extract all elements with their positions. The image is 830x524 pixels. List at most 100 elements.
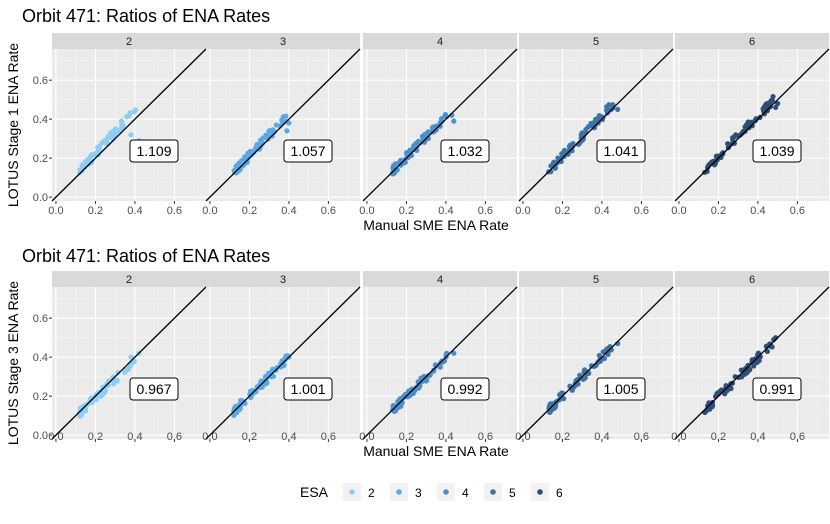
chart-title: Orbit 471: Ratios of ENA Rates — [22, 6, 270, 26]
y-tick-label: 0.6 — [33, 313, 48, 325]
data-point — [89, 152, 96, 159]
data-point — [583, 371, 589, 377]
data-point — [118, 118, 124, 124]
data-point — [263, 381, 269, 387]
data-point — [425, 129, 431, 135]
facet-strip — [363, 33, 517, 49]
data-point — [279, 117, 285, 123]
data-point — [547, 401, 553, 407]
data-point — [128, 354, 134, 360]
y-tick-label: 0.4 — [33, 352, 48, 364]
facet-strip — [52, 33, 206, 49]
x-tick-label: 0.2 — [88, 205, 103, 217]
x-tick-label: 0.0 — [359, 431, 374, 443]
data-point — [102, 387, 109, 393]
data-point — [437, 123, 443, 129]
x-tick-label: 0.4 — [438, 431, 453, 443]
data-point — [437, 364, 443, 370]
data-point — [77, 169, 83, 176]
identity-line — [205, 286, 361, 440]
identity-line — [518, 48, 674, 202]
legend-key-point — [349, 489, 355, 495]
data-point — [266, 372, 273, 378]
chart-title: Orbit 471: Ratios of ENA Rates — [22, 246, 270, 266]
legend-item-label: 6 — [556, 486, 563, 500]
data-point — [610, 102, 616, 108]
data-point — [748, 119, 754, 125]
data-point — [569, 387, 575, 393]
ratio-label: 1.032 — [447, 143, 482, 159]
x-tick-label: 0.0 — [202, 205, 217, 217]
data-point — [551, 405, 557, 412]
data-point — [273, 122, 279, 128]
data-point — [775, 100, 781, 107]
identity-line — [362, 286, 518, 440]
ratio-label-box — [752, 377, 802, 401]
x-tick-label: 0.4 — [750, 205, 765, 217]
identity-line — [518, 286, 674, 440]
ratio-label-box — [283, 139, 333, 163]
x-tick-label: 0.0 — [515, 205, 530, 217]
facet-strip-label: 5 — [593, 36, 599, 48]
data-point — [131, 358, 137, 364]
x-axis-label: Manual SME ENA Rate — [363, 217, 509, 233]
data-point — [732, 133, 738, 139]
ratio-label: 0.992 — [447, 381, 482, 397]
data-point — [94, 149, 100, 156]
ratio-label: 1.005 — [603, 381, 638, 397]
facet-strip — [52, 271, 206, 287]
facet-strip-label: 6 — [749, 274, 755, 286]
legend-key-point — [443, 489, 449, 495]
data-point — [451, 118, 457, 124]
data-point — [391, 169, 397, 175]
x-tick-label: 0.6 — [478, 431, 493, 443]
x-tick-label: 0.6 — [634, 431, 649, 443]
facet-strip-label: 4 — [437, 274, 443, 286]
data-point — [254, 384, 260, 390]
x-tick-label: 0.4 — [438, 205, 453, 217]
data-point — [422, 135, 429, 141]
facet-strip-label: 4 — [437, 36, 443, 48]
data-point — [744, 122, 750, 128]
data-point — [585, 124, 591, 130]
identity-line — [674, 48, 830, 202]
ratio-label: 1.001 — [290, 381, 325, 397]
data-point — [97, 143, 103, 150]
ratio-label: 1.109 — [136, 143, 171, 159]
x-tick-label: 0.2 — [555, 431, 570, 443]
data-point — [248, 388, 254, 394]
ratio-label: 0.991 — [759, 381, 794, 397]
x-tick-label: 0.6 — [478, 205, 493, 217]
x-tick-label: 0.4 — [281, 205, 296, 217]
x-tick-label: 0.4 — [750, 431, 765, 443]
data-point — [773, 104, 779, 111]
facet-strip-label: 3 — [280, 274, 286, 286]
data-point — [451, 350, 457, 356]
data-point — [258, 139, 265, 145]
ratio-label: 0.967 — [136, 381, 171, 397]
x-tick-label: 0.6 — [790, 431, 805, 443]
data-point — [86, 157, 92, 164]
data-point — [736, 374, 742, 380]
ratio-label-box — [440, 139, 490, 163]
facet-strip — [206, 33, 360, 49]
legend-item-label: 5 — [509, 486, 516, 500]
facet-strip-label: 2 — [126, 274, 132, 286]
x-tick-label: 0.4 — [127, 431, 142, 443]
data-point — [132, 107, 139, 113]
data-point — [401, 394, 407, 400]
data-point — [555, 155, 561, 161]
x-tick-label: 0.0 — [48, 205, 63, 217]
data-point — [127, 364, 133, 370]
ratio-label-box — [440, 377, 490, 401]
ratio-label-box — [596, 377, 646, 401]
x-axis-label: Manual SME ENA Rate — [363, 443, 509, 459]
data-point — [591, 125, 598, 131]
data-point — [248, 152, 254, 158]
data-point — [706, 400, 713, 407]
ratio-label: 1.057 — [290, 143, 325, 159]
data-point — [596, 113, 602, 119]
x-tick-label: 0.6 — [634, 205, 649, 217]
data-point — [260, 135, 266, 141]
